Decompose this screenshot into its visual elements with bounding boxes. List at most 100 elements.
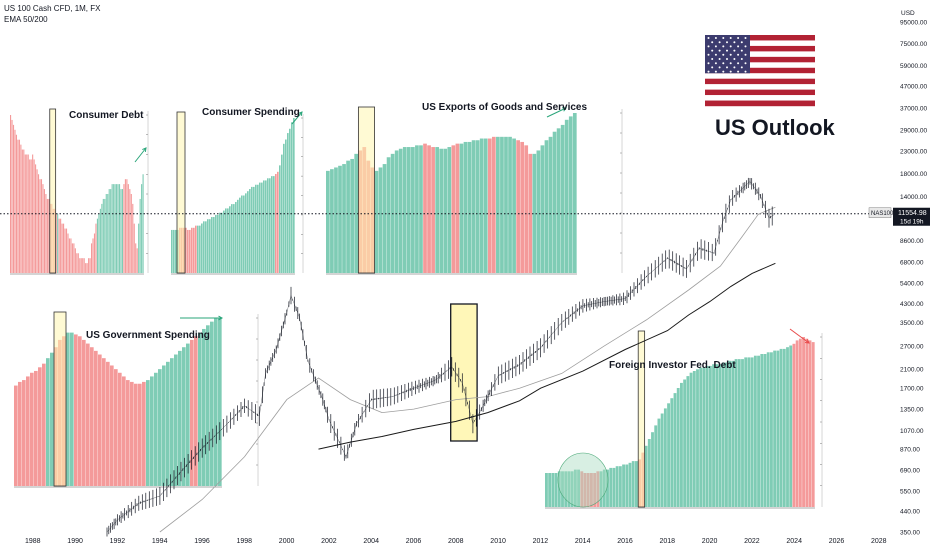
us-flag-image [705, 35, 815, 107]
inset-bar [60, 218, 62, 273]
inset-bar [792, 343, 796, 507]
inset-bar [599, 471, 603, 507]
inset-bar [17, 139, 19, 273]
inset-bar [556, 128, 561, 273]
inset-bar [766, 352, 770, 507]
inset-bar [120, 189, 122, 273]
inset-bar [281, 154, 283, 273]
inset-bar [187, 229, 189, 273]
inset-bar [635, 461, 638, 507]
inset-bar [402, 147, 407, 273]
inset-bar [76, 253, 78, 273]
inset-bar [696, 369, 699, 507]
inset-bar [770, 352, 773, 507]
time-tick-label: 2018 [660, 538, 676, 545]
inset-bar [93, 233, 96, 273]
inset-bar [326, 170, 330, 273]
time-tick-label: 1988 [25, 538, 41, 545]
inset-bar [398, 148, 403, 273]
time-tick-label: 1990 [67, 538, 83, 545]
inset-bar [667, 403, 670, 507]
inset-bar [108, 189, 110, 273]
inset-bar [114, 184, 116, 274]
inset-bar [712, 364, 715, 507]
inset-bar [89, 258, 91, 273]
inset-bar [602, 469, 606, 507]
inset-bar [618, 466, 622, 507]
chart-legend[interactable]: US 100 Cash CFD, 1M, FX EMA 50/200 [4, 3, 100, 25]
flag-star [744, 53, 747, 56]
inset-bar [382, 164, 387, 273]
inset-bar [753, 355, 757, 507]
inset-bar [117, 184, 119, 274]
flag-star [737, 62, 740, 65]
inset-bar [580, 471, 584, 507]
inset-bar [439, 148, 444, 273]
flag-star [740, 49, 743, 52]
inset-bar [564, 471, 568, 507]
inset-bar [189, 229, 191, 273]
inset-bar [427, 145, 431, 273]
inset-bar [194, 336, 198, 486]
inset-bar [663, 408, 667, 507]
flag-stripe [705, 35, 815, 41]
inset-bar [520, 141, 525, 273]
flag-stripe [705, 67, 815, 74]
inset-3 [326, 106, 623, 275]
inset-bar [175, 229, 177, 273]
inset-bar [673, 393, 677, 507]
inset-bar [273, 176, 275, 274]
inset-bar [572, 113, 577, 273]
inset-bar [763, 354, 767, 507]
inset-bar [747, 357, 751, 507]
inset-bar [40, 179, 43, 273]
inset-bar [699, 367, 703, 507]
indicator-title[interactable]: EMA 50/200 [4, 15, 48, 24]
inset-bar [210, 321, 214, 486]
inset-bar [229, 206, 231, 273]
price-axis[interactable]: USD 95000.00 75000.00 59000.00 47000.00 37000… [868, 10, 930, 537]
inset-bar [203, 221, 205, 273]
time-tick-label: 2028 [871, 538, 887, 545]
inset-bar [570, 471, 574, 507]
inset-bar [257, 184, 259, 273]
flag-star [718, 58, 721, 60]
time-tick-label: 2002 [321, 538, 337, 545]
inset-bar [61, 223, 63, 274]
inset-bar [20, 144, 22, 274]
flag-star [726, 49, 728, 52]
foreign-debt-down-arrow [789, 328, 810, 344]
inset-bar [705, 365, 709, 507]
inset-bar [14, 385, 18, 486]
inset-bar [496, 136, 500, 273]
inset-bar [98, 354, 102, 486]
inset-bar [219, 212, 221, 273]
inset-bar [173, 229, 175, 273]
inset-bar [651, 432, 654, 507]
inset-bar [116, 184, 118, 274]
inset-bar [415, 145, 419, 273]
price-tick-label: 6800.00 [900, 260, 924, 267]
last-price-badge [893, 207, 930, 226]
price-tick-label: 75000.00 [900, 41, 927, 48]
inset-bar [30, 372, 34, 486]
inset-bar [201, 223, 203, 273]
inset-bar [540, 145, 545, 273]
inset-overlays [0, 107, 888, 508]
exports-title: US Exports of Goods and Services [422, 102, 587, 113]
time-axis[interactable]: 1988 1990 1992 1994 1996 1998 2000 2002 2004 2006… [25, 538, 887, 545]
last-symbol-label: NAS100 [871, 211, 894, 217]
inset-bar [171, 229, 173, 273]
inset-bar [73, 243, 75, 274]
inset-bar [654, 425, 658, 507]
inset-bar [34, 370, 38, 486]
inset-bar [101, 203, 103, 274]
price-tick-label: 23000.00 [900, 149, 927, 156]
inset-bar [134, 383, 138, 486]
inset-bar [245, 193, 247, 273]
symbol-title[interactable]: US 100 Cash CFD, 1M, FX [4, 4, 101, 13]
inset-bar [67, 233, 69, 273]
inset-bar [114, 369, 118, 486]
inset-bar [14, 129, 16, 273]
